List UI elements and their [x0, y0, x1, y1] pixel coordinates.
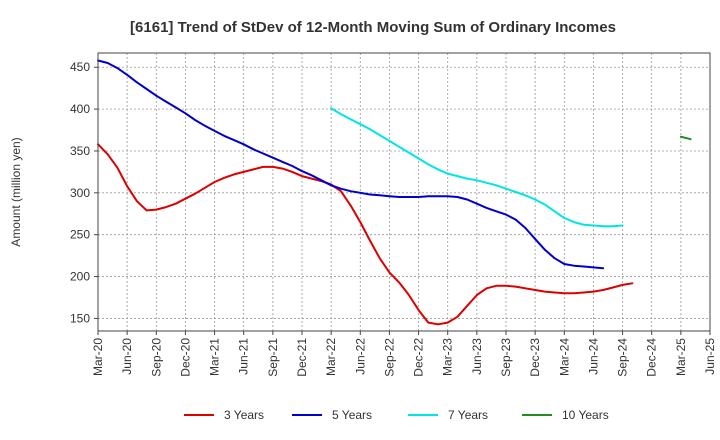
- y-tick-label: 450: [70, 60, 90, 74]
- x-tick-label: Sep-22: [382, 338, 396, 377]
- y-tick-label: 150: [70, 311, 90, 325]
- legend-label: 10 Years: [562, 408, 609, 422]
- x-tick-label: Sep-20: [149, 338, 163, 377]
- x-tick-label: Mar-21: [208, 338, 222, 376]
- x-tick-label: Dec-20: [178, 338, 192, 377]
- x-tick-label: Mar-23: [441, 338, 455, 376]
- x-tick-label: Dec-23: [528, 338, 542, 377]
- y-axis-label: Amount (million yen): [9, 137, 23, 246]
- legend: 3 Years 5 Years 7 Years 10 Years: [184, 408, 609, 422]
- legend-label: 3 Years: [224, 408, 264, 422]
- x-tick-label: Jun-23: [470, 338, 484, 375]
- chart-title: [6161] Trend of StDev of 12-Month Moving…: [130, 19, 616, 36]
- x-tick-label: Sep-23: [499, 338, 513, 377]
- x-tick-label: Sep-24: [616, 338, 630, 377]
- plot-frame: [97, 52, 711, 332]
- x-tick-label: Jun-25: [703, 338, 717, 375]
- legend-label: 5 Years: [332, 408, 372, 422]
- series-line-4: [679, 135, 692, 141]
- x-tick-label: Jun-21: [237, 338, 251, 375]
- x-tick-label: Dec-22: [412, 338, 426, 377]
- x-tick-label: Mar-25: [674, 338, 688, 376]
- legend-label: 7 Years: [448, 408, 488, 422]
- y-tick-label: 300: [70, 186, 90, 200]
- y-tick-label: 250: [70, 228, 90, 242]
- grid: [97, 53, 711, 331]
- x-tick-label: Dec-24: [645, 338, 659, 377]
- x-tick-label: Jun-22: [353, 338, 367, 375]
- x-tick-label: Jun-20: [120, 338, 134, 375]
- series-line-2: [97, 59, 605, 270]
- y-axis: 150 200 250 300 350 400 450: [70, 60, 98, 325]
- series-group: [97, 59, 692, 326]
- series-line-3: [330, 107, 624, 228]
- x-axis: Mar-20 Jun-20 Sep-20 Dec-20 Mar-21 Jun-21 Sep-…: [91, 331, 717, 377]
- x-tick-label: Mar-22: [324, 338, 338, 376]
- x-tick-label: Sep-21: [266, 338, 280, 377]
- y-tick-label: 200: [70, 270, 90, 284]
- y-tick-label: 400: [70, 102, 90, 116]
- x-tick-label: Mar-24: [557, 338, 571, 376]
- x-tick-label: Dec-21: [295, 338, 309, 377]
- series-line-1: [97, 143, 634, 326]
- x-tick-label: Jun-24: [586, 338, 600, 375]
- y-tick-label: 350: [70, 144, 90, 158]
- x-tick-label: Mar-20: [91, 338, 105, 376]
